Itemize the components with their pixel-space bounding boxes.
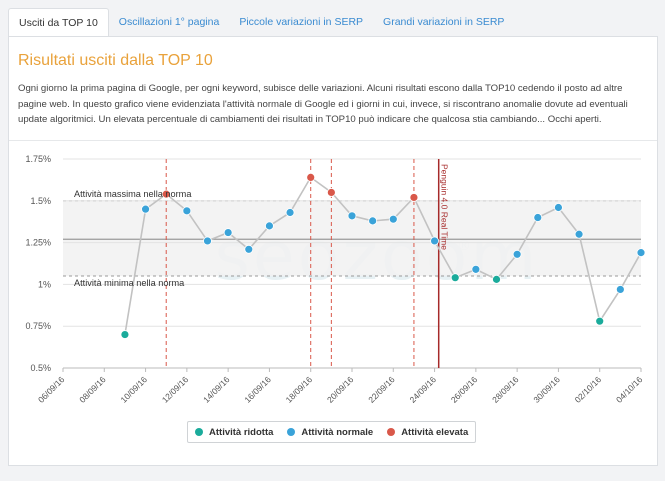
y-tick-label: 1% [38,279,51,289]
data-point-normale [223,228,233,237]
tab-usciti-top10[interactable]: Usciti da TOP 10 [8,8,109,37]
legend-item-elevata[interactable]: Attività elevata [387,427,468,438]
data-point-normale [141,204,150,214]
tab-bar: Usciti da TOP 10 Oscillazioni 1° pagina … [8,8,658,37]
data-point-normale [388,214,398,224]
legend-label-elevata: Attività elevata [401,426,469,438]
y-tick-label: 1.5% [30,196,51,206]
data-point-ridotta [450,273,460,283]
data-point-normale [554,203,563,212]
data-point-normale [574,229,584,239]
x-tick-label: 18/09/16 [284,374,315,405]
data-point-normale [203,236,212,246]
y-tick-label: 0.75% [25,321,51,331]
data-point-normale [368,216,378,226]
legend-item-ridotta[interactable]: Attività ridotta [195,427,273,438]
x-tick-label: 06/09/16 [36,374,67,405]
x-tick-label: 14/09/16 [201,374,232,405]
data-point-normale [285,208,295,217]
x-tick-label: 16/09/16 [242,374,273,405]
data-point-normale [615,285,625,294]
legend-dot-normale [287,428,296,436]
data-point-elevata [326,188,336,197]
band-max-label: Attività massima nella norma [74,189,192,199]
x-tick-label: 30/09/16 [531,374,562,405]
data-point-normale [347,211,357,221]
x-tick-label: 28/09/16 [490,374,521,405]
y-tick-label: 1.25% [25,238,51,248]
content-panel: Risultati usciti dalla TOP 10 Ogni giorn… [8,36,658,466]
legend-dot-elevata [387,428,396,436]
legend-item-normale[interactable]: Attività normale [287,427,373,438]
data-point-ridotta [120,330,130,339]
exit-top10-chart: seozoom® 0.5%0.75%1%1.25%1.5%1.75% 06/09… [25,154,646,405]
data-point-elevata [409,193,419,202]
y-tick-label: 1.75% [25,154,51,164]
data-point-normale [471,264,481,274]
legend-label-normale: Attività normale [301,426,374,438]
chart-legend: Attività ridotta Attività normale Attivi… [187,421,477,443]
divider [9,140,657,141]
x-tick-label: 12/09/16 [160,374,191,405]
data-point-elevata [306,172,316,182]
x-tick-label: 04/10/16 [614,374,645,405]
x-tick-label: 20/09/16 [325,374,356,405]
x-tick-label: 24/09/16 [408,374,439,405]
data-point-normale [244,244,254,254]
x-tick-label: 08/09/16 [77,374,108,405]
y-tick-label: 0.5% [30,363,51,373]
data-point-normale [636,248,646,258]
tab-grandi-variazioni[interactable]: Grandi variazioni in SERP [383,16,505,28]
data-point-normale [265,221,274,231]
x-tick-label: 26/09/16 [449,374,480,405]
data-point-normale [182,206,192,216]
data-point-elevata [161,189,171,199]
data-point-normale [533,213,543,222]
tab-piccole-variazioni[interactable]: Piccole variazioni in SERP [239,16,364,28]
panel-title: Risultati usciti dalla TOP 10 [18,52,213,69]
x-tick-label: 02/10/16 [573,374,604,405]
band-min-label: Attività minima nella norma [74,278,185,288]
panel-description: Ogni giorno la prima pagina di Google, p… [18,83,628,125]
x-tick-label: 10/09/16 [119,374,150,405]
event-label: Penguin 4.0 Real Time [440,164,450,250]
legend-dot-ridotta [195,428,203,436]
data-point-ridotta [492,274,501,284]
x-tick-label: 22/09/16 [366,374,397,405]
data-point-ridotta [595,316,605,326]
data-point-normale [512,249,522,259]
data-point-normale [430,236,439,246]
tab-oscillazioni-prima-pagina[interactable]: Oscillazioni 1° pagina [118,16,220,28]
legend-label-ridotta: Attività ridotta [209,426,274,438]
